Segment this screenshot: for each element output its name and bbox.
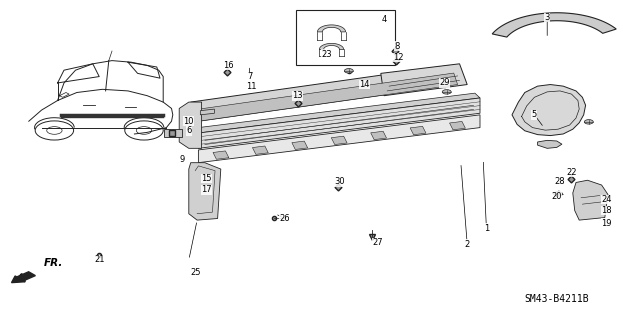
Polygon shape bbox=[189, 163, 221, 220]
Circle shape bbox=[554, 192, 563, 196]
Text: 15: 15 bbox=[202, 174, 212, 183]
Text: 28: 28 bbox=[555, 177, 565, 186]
Text: 20: 20 bbox=[552, 192, 562, 201]
Polygon shape bbox=[164, 129, 182, 137]
Text: 16: 16 bbox=[223, 61, 234, 70]
Text: 30: 30 bbox=[334, 177, 344, 186]
Polygon shape bbox=[193, 93, 480, 133]
Circle shape bbox=[344, 69, 353, 73]
Polygon shape bbox=[200, 109, 214, 115]
Text: 23: 23 bbox=[321, 50, 332, 59]
Bar bbox=[332, 136, 347, 145]
Circle shape bbox=[584, 120, 593, 124]
Polygon shape bbox=[381, 64, 467, 96]
Text: 27: 27 bbox=[372, 238, 383, 247]
Text: 6: 6 bbox=[186, 126, 191, 135]
Polygon shape bbox=[573, 180, 608, 220]
Bar bbox=[292, 141, 308, 149]
Circle shape bbox=[442, 90, 451, 94]
Text: 17: 17 bbox=[202, 185, 212, 194]
Text: 13: 13 bbox=[292, 91, 303, 100]
Text: 1: 1 bbox=[484, 224, 489, 233]
Bar bbox=[252, 146, 268, 154]
Text: 26: 26 bbox=[280, 214, 290, 223]
Text: 18: 18 bbox=[602, 206, 612, 215]
Text: 24: 24 bbox=[602, 195, 612, 204]
Text: 8: 8 bbox=[394, 42, 399, 51]
Polygon shape bbox=[191, 65, 458, 121]
Bar bbox=[410, 126, 426, 135]
Text: 4: 4 bbox=[381, 15, 387, 24]
Text: FR.: FR. bbox=[44, 258, 63, 268]
Text: 3: 3 bbox=[545, 13, 550, 22]
Polygon shape bbox=[317, 25, 346, 32]
Bar bbox=[371, 131, 387, 140]
Text: 25: 25 bbox=[190, 268, 200, 277]
Polygon shape bbox=[195, 73, 458, 121]
Polygon shape bbox=[198, 115, 480, 163]
Text: 21: 21 bbox=[94, 256, 104, 264]
Polygon shape bbox=[538, 140, 562, 148]
FancyArrow shape bbox=[12, 272, 35, 283]
Polygon shape bbox=[492, 13, 616, 37]
Text: 9: 9 bbox=[180, 155, 185, 164]
Text: 7: 7 bbox=[247, 72, 252, 81]
Text: 12: 12 bbox=[393, 53, 403, 62]
Bar bbox=[213, 151, 229, 159]
Text: 10: 10 bbox=[184, 117, 194, 126]
Polygon shape bbox=[512, 85, 586, 136]
Text: 11: 11 bbox=[246, 82, 257, 91]
Bar bbox=[296, 10, 395, 65]
Text: 22: 22 bbox=[566, 168, 577, 177]
Text: 19: 19 bbox=[602, 219, 612, 228]
Text: 29: 29 bbox=[439, 78, 449, 87]
Text: 2: 2 bbox=[465, 240, 470, 249]
Polygon shape bbox=[179, 102, 202, 148]
Text: 14: 14 bbox=[360, 80, 370, 89]
Text: SM43-B4211B: SM43-B4211B bbox=[525, 294, 589, 304]
Polygon shape bbox=[198, 98, 480, 148]
Text: 5: 5 bbox=[532, 110, 537, 119]
Bar bbox=[449, 122, 465, 130]
Polygon shape bbox=[319, 43, 344, 49]
